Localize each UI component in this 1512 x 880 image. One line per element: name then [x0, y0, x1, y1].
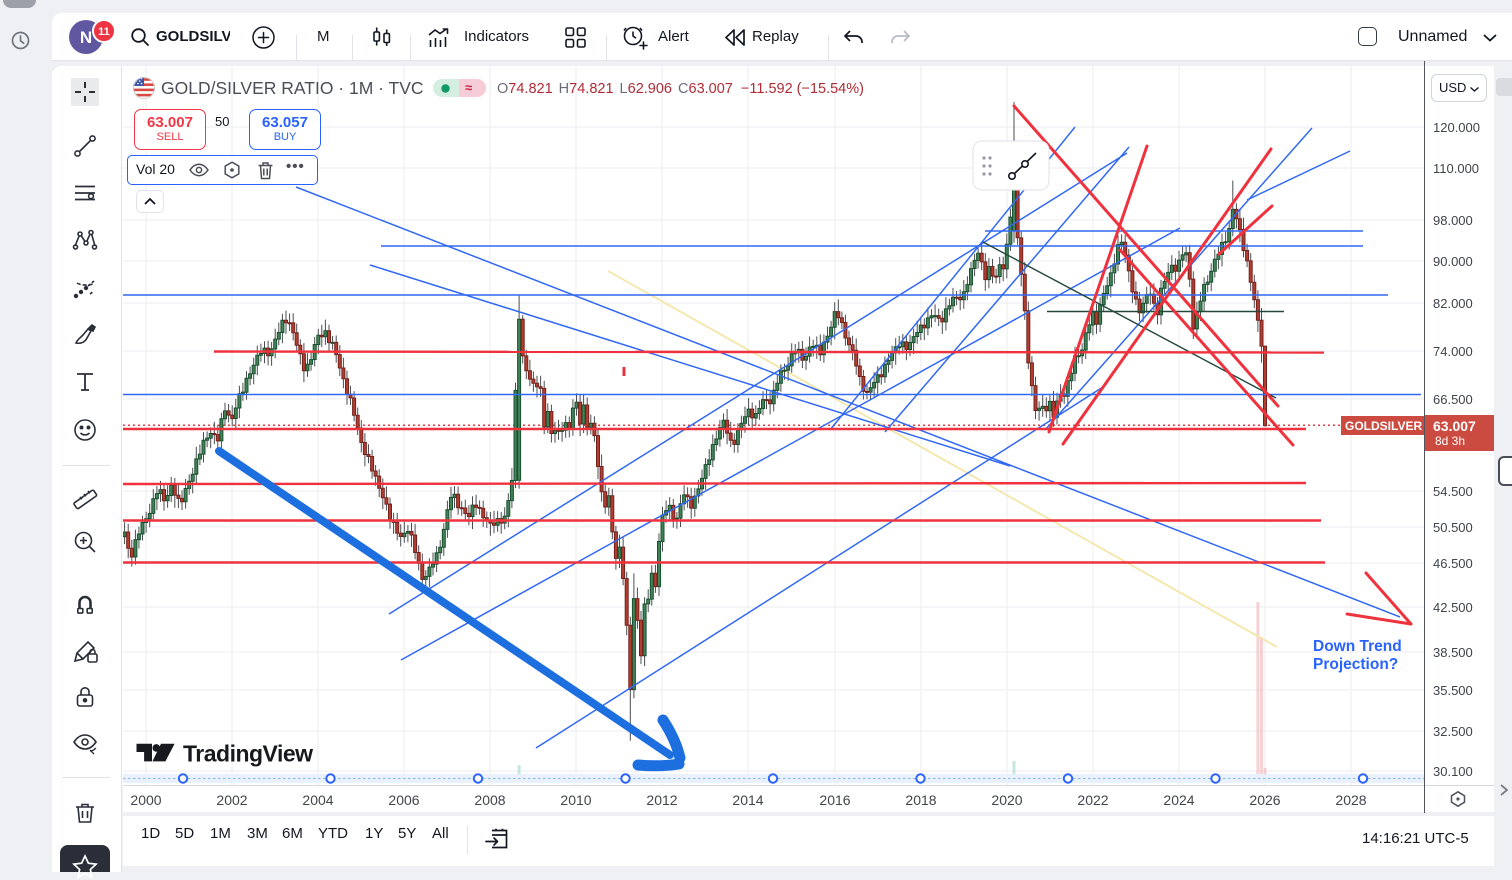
svg-text:Projection?: Projection?: [1313, 656, 1398, 673]
svg-text:GOLDSILVER: GOLDSILVER: [1345, 419, 1422, 433]
svg-text:N: N: [80, 28, 92, 47]
svg-text:Down Trend: Down Trend: [1313, 638, 1402, 655]
svg-text:TradingView: TradingView: [183, 741, 313, 767]
svg-text:11: 11: [98, 26, 110, 38]
